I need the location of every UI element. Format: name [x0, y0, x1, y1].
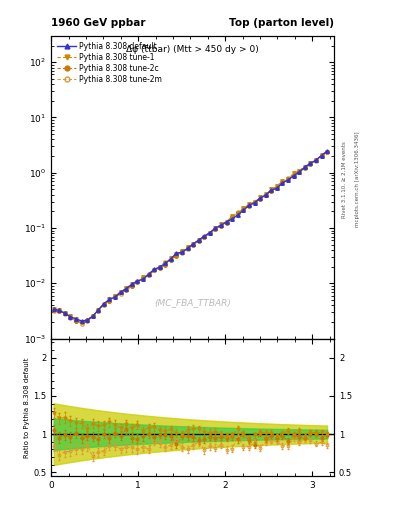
Text: Rivet 3.1.10, ≥ 2.1M events: Rivet 3.1.10, ≥ 2.1M events: [342, 141, 346, 218]
Text: (MC_FBA_TTBAR): (MC_FBA_TTBAR): [154, 298, 231, 307]
Text: mcplots.cern.ch [arXiv:1306.3436]: mcplots.cern.ch [arXiv:1306.3436]: [355, 132, 360, 227]
Text: Δφ (t̅tbar) (Mtt > 450 dy > 0): Δφ (t̅tbar) (Mtt > 450 dy > 0): [126, 45, 259, 54]
Legend: Pythia 8.308 default, Pythia 8.308 tune-1, Pythia 8.308 tune-2c, Pythia 8.308 tu: Pythia 8.308 default, Pythia 8.308 tune-…: [55, 39, 165, 86]
Text: Top (parton level): Top (parton level): [229, 18, 334, 28]
Y-axis label: Ratio to Pythia 8.308 default: Ratio to Pythia 8.308 default: [24, 357, 30, 458]
Text: 1960 GeV ppbar: 1960 GeV ppbar: [51, 18, 145, 28]
